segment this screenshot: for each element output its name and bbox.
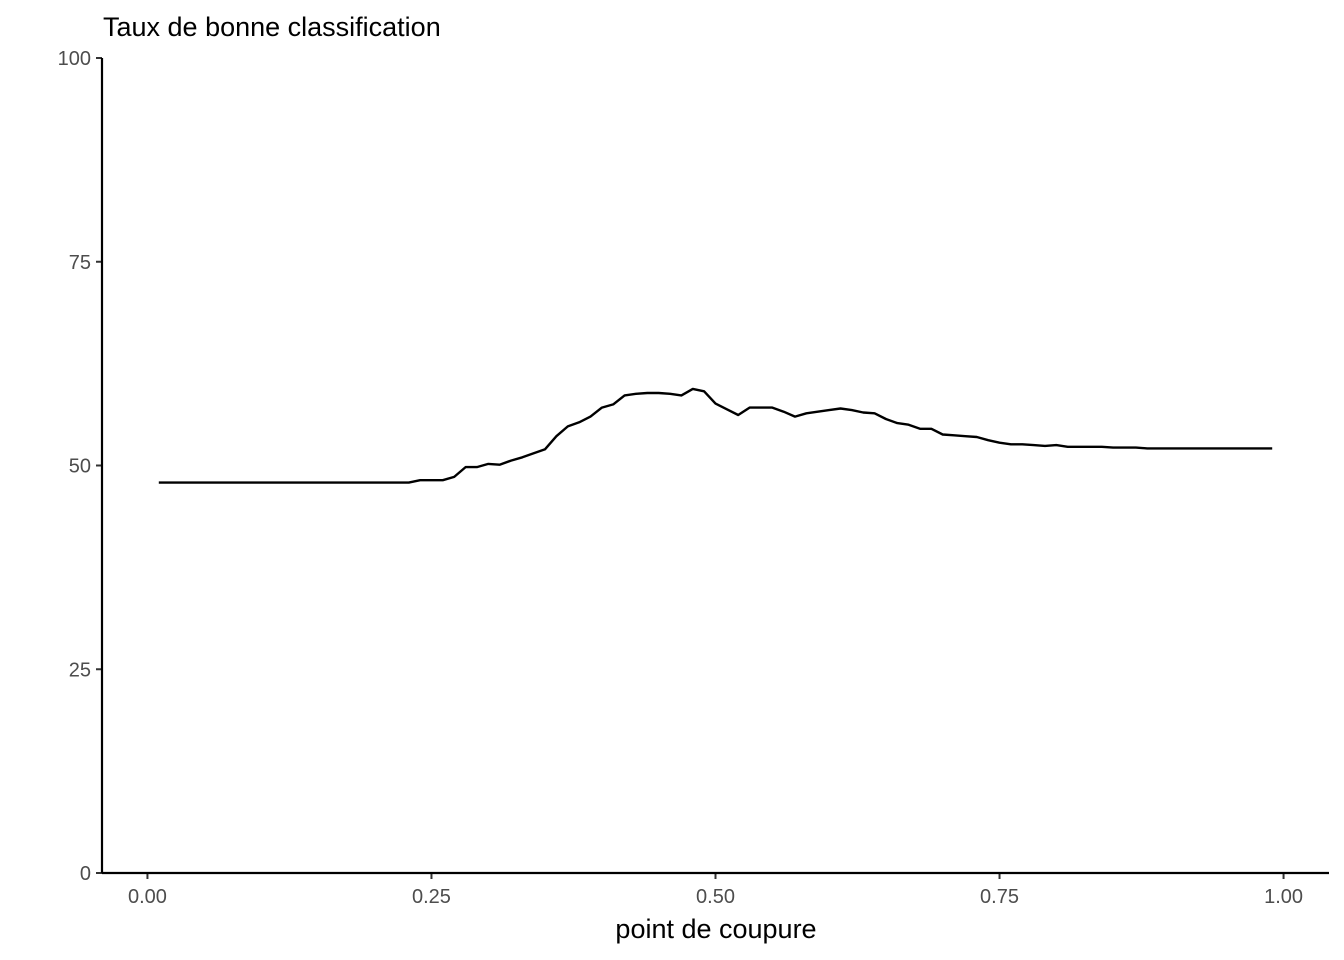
x-tick-label: 1.00 xyxy=(1264,886,1303,908)
x-tick-label: 0.75 xyxy=(980,886,1019,908)
y-tick-label: 100 xyxy=(58,48,91,70)
x-axis-title: point de coupure xyxy=(615,914,816,944)
y-tick-label: 0 xyxy=(80,863,91,885)
x-tick-label: 0.50 xyxy=(696,886,735,908)
y-axis-top-title: Taux de bonne classification xyxy=(103,12,441,42)
series-line xyxy=(158,387,1273,484)
x-axis-ticks: 0.00 0.25 0.50 0.75 1.00 xyxy=(128,873,1303,908)
y-tick-label: 50 xyxy=(69,456,91,478)
y-tick-label: 75 xyxy=(69,252,91,274)
x-tick-label: 0.25 xyxy=(412,886,451,908)
y-tick-label: 25 xyxy=(69,659,91,681)
y-axis-ticks: 0 25 50 75 100 xyxy=(58,48,102,885)
x-tick-label: 0.00 xyxy=(128,886,167,908)
